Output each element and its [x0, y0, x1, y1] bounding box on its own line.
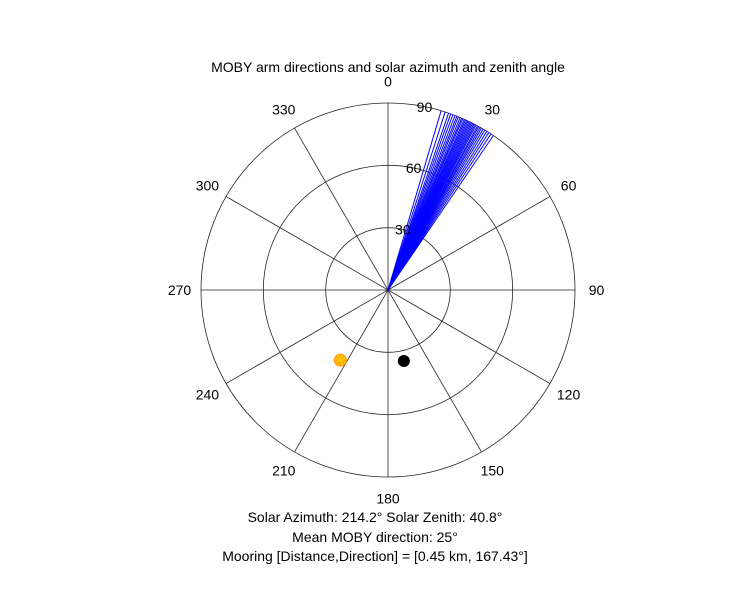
spoke-line [225, 289, 389, 384]
radial-tick-label: 30 [395, 222, 411, 238]
markers [333, 353, 410, 367]
theta-tick-label: 270 [168, 282, 192, 298]
solar-caption: Solar Azimuth: 214.2° Solar Zenith: 40.8… [247, 509, 503, 525]
spoke-line [225, 196, 389, 291]
sun-ray [335, 361, 340, 365]
theta-tick-label: 120 [557, 386, 581, 402]
moby-arm-line [387, 135, 494, 291]
radial-tick-label: 60 [406, 160, 422, 176]
theta-tick-label: 0 [384, 73, 392, 89]
sun-marker [333, 353, 347, 367]
mooring-caption: Mooring [Distance,Direction] = [0.45 km,… [222, 548, 528, 564]
radial-tick-labels: 30 60 90 [395, 99, 432, 238]
theta-tick-label: 60 [561, 178, 577, 194]
spoke-line [294, 289, 389, 453]
mooring-marker [397, 354, 410, 367]
theta-tick-label: 150 [481, 463, 505, 479]
sun-ray [335, 355, 340, 360]
spoke-line [387, 289, 482, 453]
moby-arm-line [387, 111, 446, 291]
radial-tick-label: 90 [417, 99, 433, 115]
moby-arm-lines [387, 110, 494, 291]
moby-arm-line [387, 110, 442, 291]
theta-tick-labels: 0 30 60 90 120 150 180 210 240 270 300 330 [168, 73, 605, 506]
mean-direction-caption: Mean MOBY direction: 25° [292, 529, 458, 545]
theta-tick-label: 330 [272, 101, 296, 117]
theta-tick-label: 180 [376, 491, 400, 507]
theta-tick-label: 30 [484, 101, 500, 117]
spoke-line [294, 127, 389, 291]
theta-tick-label: 90 [589, 282, 605, 298]
spoke-line [387, 289, 551, 384]
spoke-line [387, 196, 551, 291]
sun-ray [341, 355, 345, 360]
theta-tick-label: 240 [196, 386, 220, 402]
theta-tick-label: 210 [272, 463, 296, 479]
theta-tick-label: 300 [196, 178, 220, 194]
chart-title: MOBY arm directions and solar azimuth an… [211, 59, 565, 75]
polar-grid [200, 102, 576, 478]
sun-ray [341, 361, 345, 365]
